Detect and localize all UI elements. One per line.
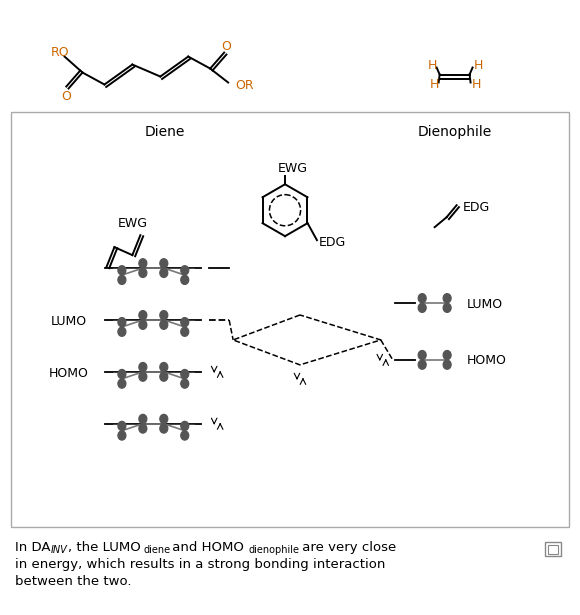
Ellipse shape xyxy=(181,317,188,327)
Text: dienophile: dienophile xyxy=(248,546,299,555)
Text: LUMO: LUMO xyxy=(50,315,86,328)
Ellipse shape xyxy=(160,362,168,371)
Ellipse shape xyxy=(181,370,188,379)
Ellipse shape xyxy=(443,360,451,369)
Ellipse shape xyxy=(181,266,188,275)
Ellipse shape xyxy=(139,372,147,381)
Text: H: H xyxy=(474,59,483,72)
Ellipse shape xyxy=(160,268,168,277)
Text: Diene: Diene xyxy=(145,125,186,140)
Text: , the LUMO: , the LUMO xyxy=(67,541,140,555)
Text: are very close: are very close xyxy=(298,541,396,555)
Ellipse shape xyxy=(418,293,426,303)
Text: In DA: In DA xyxy=(14,541,50,555)
Text: EDG: EDG xyxy=(463,200,490,214)
Ellipse shape xyxy=(139,268,147,277)
Ellipse shape xyxy=(181,276,188,285)
Ellipse shape xyxy=(118,379,126,388)
Ellipse shape xyxy=(418,360,426,369)
Text: O: O xyxy=(221,40,231,53)
Ellipse shape xyxy=(118,431,126,440)
Ellipse shape xyxy=(118,276,126,285)
Ellipse shape xyxy=(118,317,126,327)
Text: RO: RO xyxy=(51,46,70,59)
Ellipse shape xyxy=(139,415,147,424)
Ellipse shape xyxy=(181,421,188,430)
Text: H: H xyxy=(430,78,439,91)
Ellipse shape xyxy=(160,415,168,424)
Text: between the two.: between the two. xyxy=(14,576,131,589)
Text: in energy, which results in a strong bonding interaction: in energy, which results in a strong bon… xyxy=(14,558,385,571)
Text: INV: INV xyxy=(50,546,67,555)
Ellipse shape xyxy=(443,351,451,360)
Text: LUMO: LUMO xyxy=(466,298,503,311)
Text: EWG: EWG xyxy=(278,162,308,175)
Text: diene: diene xyxy=(143,546,171,555)
Ellipse shape xyxy=(139,311,147,320)
Text: EDG: EDG xyxy=(319,236,346,248)
Ellipse shape xyxy=(181,327,188,336)
Ellipse shape xyxy=(160,424,168,433)
Text: O: O xyxy=(61,90,71,103)
Ellipse shape xyxy=(418,351,426,360)
Text: HOMO: HOMO xyxy=(466,354,506,367)
Text: and HOMO: and HOMO xyxy=(168,541,244,555)
Ellipse shape xyxy=(418,303,426,312)
FancyBboxPatch shape xyxy=(545,542,561,557)
Ellipse shape xyxy=(139,259,147,268)
Ellipse shape xyxy=(443,293,451,303)
FancyBboxPatch shape xyxy=(548,546,559,555)
Ellipse shape xyxy=(118,327,126,336)
Text: Dienophile: Dienophile xyxy=(418,125,492,140)
Ellipse shape xyxy=(118,421,126,430)
Ellipse shape xyxy=(160,320,168,330)
Ellipse shape xyxy=(160,311,168,320)
Text: H: H xyxy=(428,59,437,72)
Ellipse shape xyxy=(139,424,147,433)
Ellipse shape xyxy=(181,431,188,440)
Text: EWG: EWG xyxy=(117,216,147,229)
Ellipse shape xyxy=(118,266,126,275)
FancyBboxPatch shape xyxy=(10,113,570,526)
Text: OR: OR xyxy=(235,79,254,92)
Ellipse shape xyxy=(118,370,126,379)
Ellipse shape xyxy=(139,320,147,330)
Ellipse shape xyxy=(139,362,147,371)
Ellipse shape xyxy=(160,372,168,381)
Ellipse shape xyxy=(443,303,451,312)
Text: HOMO: HOMO xyxy=(49,367,89,380)
Ellipse shape xyxy=(181,379,188,388)
Ellipse shape xyxy=(160,259,168,268)
Text: H: H xyxy=(472,78,481,91)
